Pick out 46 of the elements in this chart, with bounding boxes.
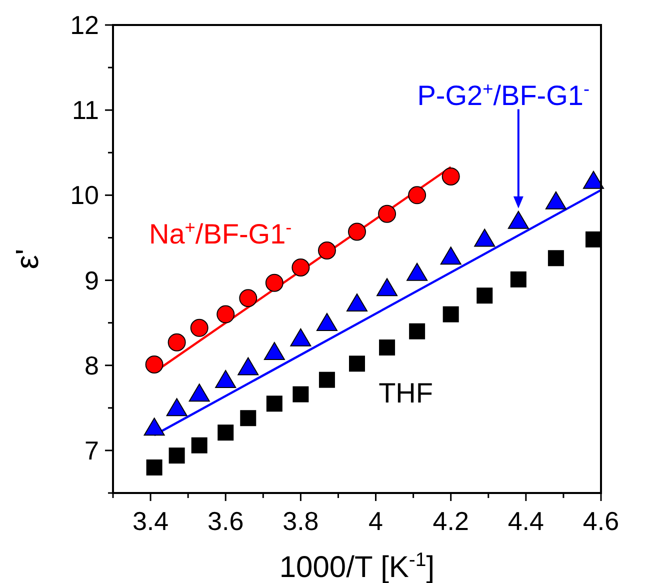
point [409,323,426,340]
point [348,222,366,241]
point [379,339,396,356]
y-tick-label: 10 [70,180,99,210]
point [292,386,309,402]
x-tick-label: 3.4 [132,506,169,536]
x-tick-label: 3.8 [282,506,319,536]
y-tick-label: 8 [84,350,99,380]
y-tick-label: 11 [72,95,99,126]
annotation: Na$^{+}$/BF-G1$^{-}$ [149,217,292,250]
point [265,274,284,292]
point [216,305,235,324]
point [266,396,282,412]
point [510,271,526,288]
point [240,410,256,426]
point [292,258,310,277]
y-axis-title: ε' [9,248,45,270]
point [442,306,459,322]
x-tick-label: 4.6 [582,506,620,536]
point [476,288,493,304]
point [378,204,396,223]
point [548,250,564,266]
point [191,437,208,454]
x-tick-label: 4 [368,506,384,536]
x-tick-label: 4.2 [432,506,469,536]
point [349,356,365,372]
point [168,448,185,464]
point [239,289,258,308]
point [318,241,336,260]
point [168,333,186,352]
y-tick-label: 7 [84,435,99,466]
x-tick-label: 3.6 [208,506,244,536]
point [218,424,234,441]
point [190,318,208,337]
point [585,231,602,248]
annotation: THF [378,377,434,408]
annotation: P-G2$^{+}$/BF-G1$^{-}$ [417,79,590,112]
x-axis-title: 1000/T [K$^{-1}$] [279,549,435,583]
point [146,459,162,476]
point [408,186,426,204]
x-tick-label: 4.4 [508,506,544,536]
y-tick-label: 12 [70,10,99,40]
point [318,372,335,388]
point [442,167,460,186]
y-tick-label: 9 [84,265,99,296]
point [145,356,164,374]
